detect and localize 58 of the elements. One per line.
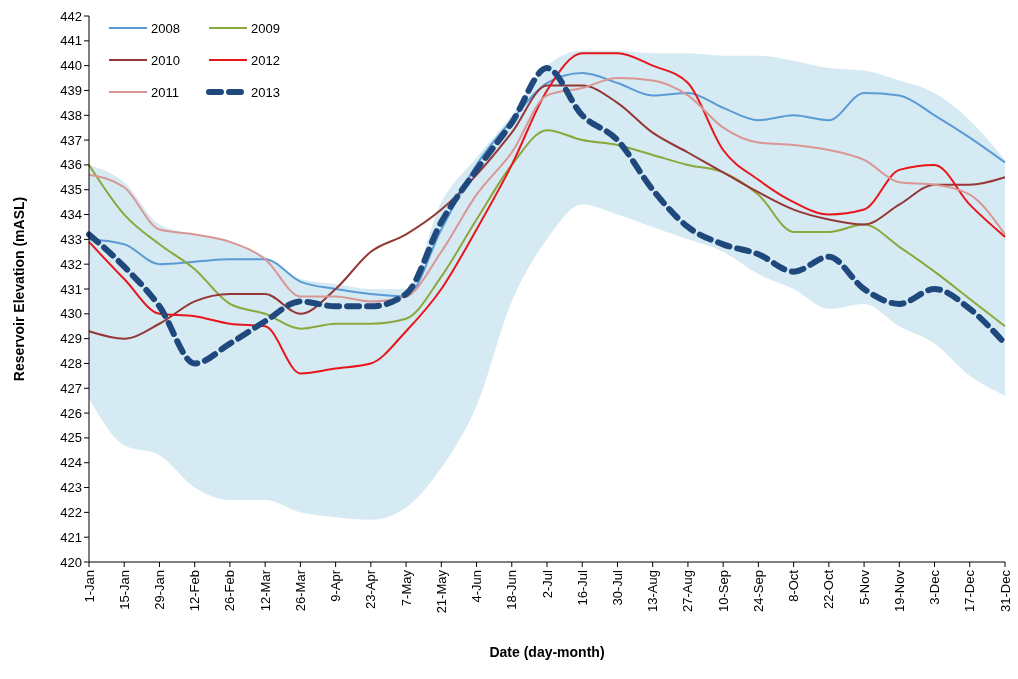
legend-label: 2012 (251, 52, 280, 68)
y-tick-label: 432 (60, 256, 82, 272)
y-tick-label: 420 (60, 554, 82, 570)
y-tick-label: 442 (60, 8, 82, 24)
x-tick-label: 19-Nov (891, 569, 907, 612)
legend-label: 2010 (151, 52, 180, 68)
x-tick-label: 17-Dec (962, 569, 978, 612)
y-tick-label: 423 (60, 480, 82, 496)
y-tick-label: 427 (60, 380, 82, 396)
x-tick-label: 22-Oct (821, 569, 837, 610)
legend-label: 2009 (251, 20, 280, 36)
y-tick-label: 436 (60, 157, 82, 173)
y-tick-label: 434 (60, 207, 82, 223)
legend-label: 2008 (151, 20, 180, 36)
y-tick-label: 430 (60, 306, 82, 322)
x-tick-label: 3-Dec (927, 569, 943, 605)
legend-label: 2013 (251, 84, 280, 100)
x-tick-label: 16-Jul (574, 569, 590, 606)
y-tick-label: 425 (60, 430, 82, 446)
y-tick-label: 429 (60, 331, 82, 347)
x-tick-label: 26-Mar (292, 569, 308, 612)
y-tick-label: 421 (60, 529, 82, 545)
x-tick-label: 4-Jun (469, 570, 485, 603)
y-tick-label: 428 (60, 356, 82, 371)
x-tick-label: 8-Oct (786, 569, 802, 602)
y-tick-label: 440 (60, 58, 82, 74)
x-tick-label: 9-Apr (328, 569, 344, 602)
y-tick-label: 441 (60, 33, 82, 49)
y-tick-label: 431 (60, 281, 82, 297)
x-tick-label: 30-Jul (610, 569, 626, 606)
legend-label: 2011 (151, 84, 179, 100)
y-axis-title: Reservoir Elevation (mASL) (11, 196, 27, 382)
x-tick-label: 29-Jan (152, 570, 168, 610)
y-tick-label: 426 (60, 405, 82, 421)
x-tick-label: 12-Mar (257, 569, 273, 612)
x-tick-label: 27-Aug (680, 570, 696, 612)
x-tick-label: 2-Jul (539, 569, 555, 599)
y-tick-label: 424 (60, 455, 82, 471)
x-tick-label: 5-Nov (856, 569, 872, 605)
x-tick-label: 26-Feb (222, 570, 238, 612)
x-tick-label: 31-Dec (997, 569, 1013, 612)
x-tick-label: 10-Sep (715, 570, 731, 612)
x-tick-label: 24-Sep (750, 570, 766, 612)
y-tick-label: 438 (60, 107, 82, 123)
x-tick-label: 1-Jan (81, 570, 97, 603)
x-tick-label: 15-Jan (116, 570, 132, 610)
x-tick-label: 23-Apr (363, 569, 379, 610)
y-tick-label: 437 (60, 132, 82, 148)
x-tick-label: 18-Jun (504, 570, 520, 610)
x-tick-label: 12-Feb (187, 570, 203, 612)
x-tick-label: 7-May (398, 569, 414, 607)
y-tick-label: 439 (60, 83, 82, 98)
x-axis-title: Date (day-month) (489, 644, 605, 660)
y-tick-label: 433 (60, 231, 82, 247)
x-tick-label: 21-May (433, 569, 449, 614)
x-tick-label: 13-Aug (645, 570, 661, 612)
y-tick-label: 435 (60, 182, 82, 198)
y-tick-label: 422 (60, 504, 82, 520)
